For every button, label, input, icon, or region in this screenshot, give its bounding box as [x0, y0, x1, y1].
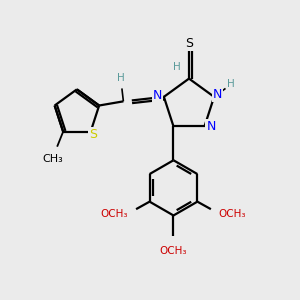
Text: S: S [185, 37, 193, 50]
Text: N: N [206, 120, 216, 133]
Text: H: H [172, 62, 180, 72]
Text: S: S [89, 128, 97, 141]
Text: CH₃: CH₃ [42, 154, 63, 164]
Text: OCH₃: OCH₃ [160, 246, 187, 256]
Text: N: N [213, 88, 222, 101]
Text: N: N [153, 89, 162, 102]
Text: OCH₃: OCH₃ [219, 209, 246, 219]
Text: H: H [227, 79, 235, 89]
Text: OCH₃: OCH₃ [101, 209, 128, 219]
Text: H: H [116, 73, 124, 83]
